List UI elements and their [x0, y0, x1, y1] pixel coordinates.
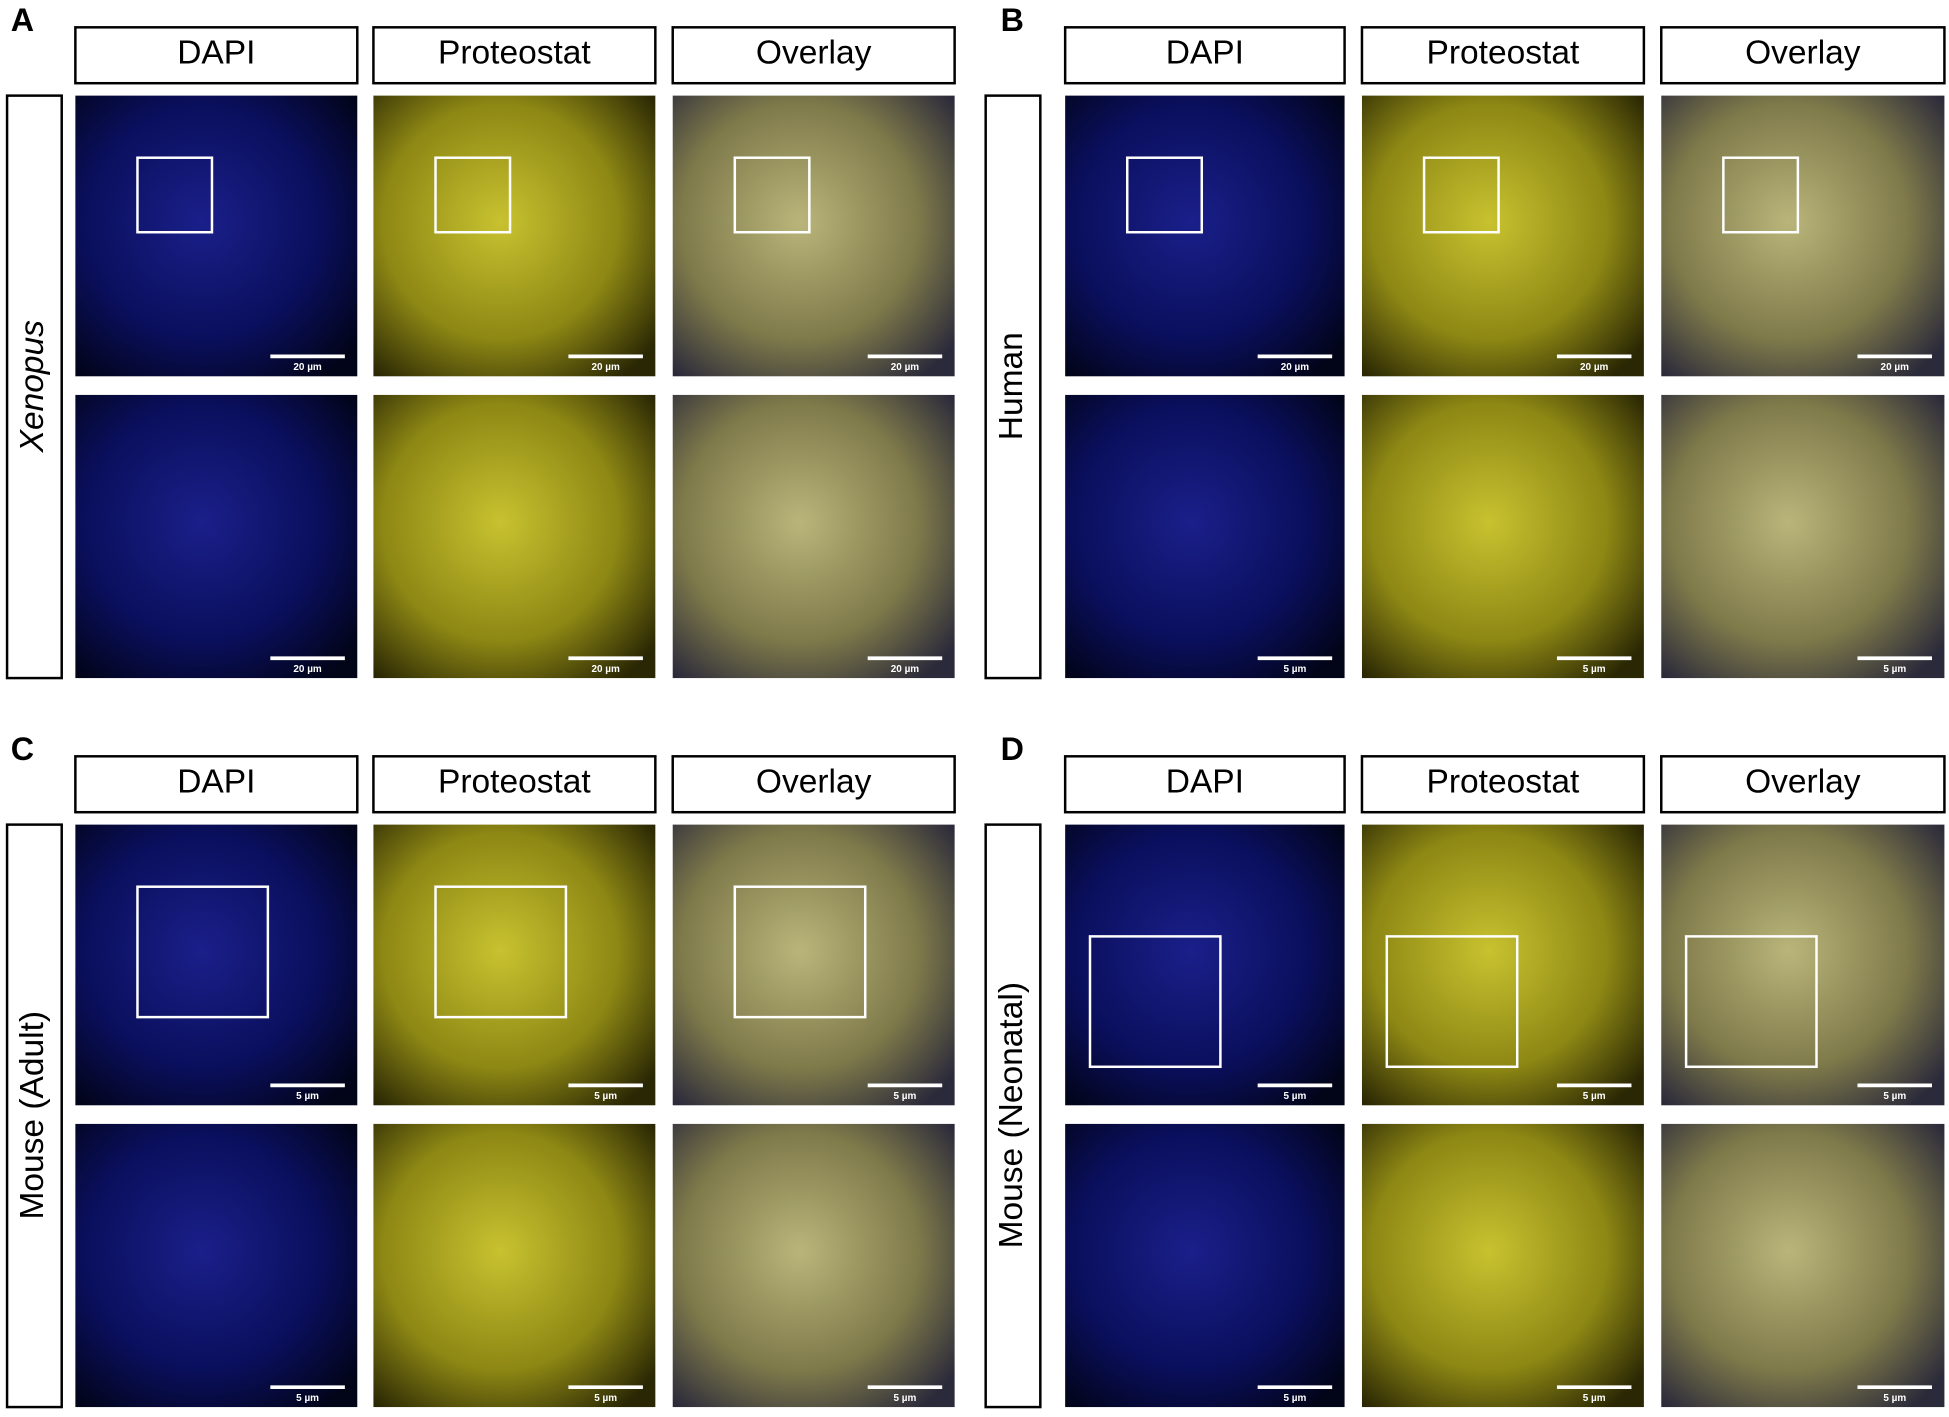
micrograph: [672, 394, 955, 679]
scale-bar-label: 5 µm: [594, 1393, 617, 1404]
scale-bar-label: 5 µm: [894, 1393, 917, 1404]
scale-bar-label: 20 µm: [1281, 362, 1310, 373]
scale-bar-label: 5 µm: [1283, 1393, 1306, 1404]
zoom-box: [1722, 156, 1800, 234]
column-header: DAPI: [1166, 35, 1244, 72]
scale-bar-label: 5 µm: [1283, 1091, 1306, 1102]
scale-bar-label: 20 µm: [1580, 362, 1609, 373]
zoom-box: [1126, 156, 1204, 234]
zoom-box: [434, 156, 512, 234]
micrograph: [1361, 394, 1644, 679]
column-header-box: [1360, 755, 1646, 814]
zoom-box: [1684, 935, 1818, 1069]
scale-bar-label: 5 µm: [1583, 1091, 1606, 1102]
row-label-box: [5, 94, 63, 680]
row-label-box: [984, 94, 1042, 680]
micrograph: [75, 824, 358, 1106]
scale-bar-label: 20 µm: [891, 664, 920, 675]
scale-bar-label: 5 µm: [1583, 1393, 1606, 1404]
micrograph: [1361, 95, 1644, 377]
row-label: Xenopus: [14, 320, 51, 454]
scale-bar-label: 20 µm: [293, 664, 322, 675]
scale-bar-label: 5 µm: [1883, 1393, 1906, 1404]
column-header-box: [1063, 755, 1346, 814]
scale-bar-label: 5 µm: [594, 1091, 617, 1102]
column-header: Overlay: [756, 35, 872, 72]
micrograph: [1661, 95, 1945, 377]
zoom-box: [1088, 935, 1222, 1069]
micrograph: [1661, 394, 1945, 679]
micrograph: [672, 1123, 955, 1408]
column-header: DAPI: [177, 35, 255, 72]
row-label-box: [5, 823, 63, 1409]
row-label: Mouse (Adult): [14, 1011, 51, 1220]
zoom-box: [733, 156, 811, 234]
micrograph: [1065, 95, 1345, 377]
micrograph: [1065, 394, 1345, 679]
zoom-box: [136, 885, 270, 1019]
scale-bar-label: 5 µm: [296, 1091, 319, 1102]
scale-bar-label: 5 µm: [1583, 664, 1606, 675]
column-header: Proteostat: [1427, 763, 1580, 800]
zoom-box: [136, 156, 214, 234]
zoom-box: [1385, 935, 1519, 1069]
row-label-box: [984, 823, 1042, 1409]
column-header-box: [1660, 755, 1946, 814]
micrograph: [1361, 824, 1644, 1106]
micrograph: [1661, 824, 1945, 1106]
row-label: Mouse (Neonatal): [993, 982, 1030, 1248]
column-header: Overlay: [1745, 763, 1861, 800]
micrograph: [373, 1123, 656, 1408]
micrograph: [1361, 1123, 1644, 1408]
micrograph: [672, 95, 955, 377]
panel-label: A: [11, 2, 34, 38]
column-header-box: [671, 26, 956, 85]
micrograph: [1065, 1123, 1345, 1408]
column-header: Proteostat: [1427, 35, 1580, 72]
micrograph: [1065, 824, 1345, 1106]
micrograph: [373, 95, 656, 377]
scale-bar-label: 5 µm: [296, 1393, 319, 1404]
zoom-box: [733, 885, 867, 1019]
micrograph: [75, 394, 358, 679]
micrograph: [373, 824, 656, 1106]
column-header-box: [372, 26, 657, 85]
column-header-box: [671, 755, 956, 814]
column-header: DAPI: [177, 763, 255, 800]
column-header: Proteostat: [438, 35, 591, 72]
zoom-box: [1422, 156, 1500, 234]
panel-label: B: [1001, 2, 1024, 38]
column-header: Proteostat: [438, 763, 591, 800]
column-header: DAPI: [1166, 763, 1244, 800]
column-header-box: [1360, 26, 1646, 85]
scale-bar-label: 5 µm: [1883, 664, 1906, 675]
column-header-box: [372, 755, 657, 814]
scale-bar-label: 20 µm: [891, 362, 920, 373]
micrograph: [373, 394, 656, 679]
micrograph: [672, 824, 955, 1106]
scale-bar-label: 5 µm: [1283, 664, 1306, 675]
scale-bar-label: 5 µm: [894, 1091, 917, 1102]
zoom-box: [434, 885, 568, 1019]
column-header-box: [74, 26, 359, 85]
panel-label: C: [11, 731, 34, 767]
scale-bar-label: 20 µm: [591, 664, 620, 675]
micrograph: [1661, 1123, 1945, 1408]
scale-bar-label: 20 µm: [591, 362, 620, 373]
row-label: Human: [993, 332, 1030, 440]
column-header: Overlay: [756, 763, 872, 800]
column-header: Overlay: [1745, 35, 1861, 72]
scale-bar-label: 20 µm: [293, 362, 322, 373]
column-header-box: [1063, 26, 1346, 85]
panel-label: D: [1001, 731, 1024, 767]
micrograph: [75, 95, 358, 377]
scale-bar-label: 20 µm: [1881, 362, 1910, 373]
column-header-box: [74, 755, 359, 814]
micrograph: [75, 1123, 358, 1408]
column-header-box: [1660, 26, 1946, 85]
scale-bar-label: 5 µm: [1883, 1091, 1906, 1102]
